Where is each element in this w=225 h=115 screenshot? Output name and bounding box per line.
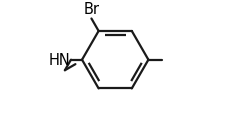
- Text: Br: Br: [83, 2, 99, 17]
- Text: HN: HN: [48, 52, 70, 67]
